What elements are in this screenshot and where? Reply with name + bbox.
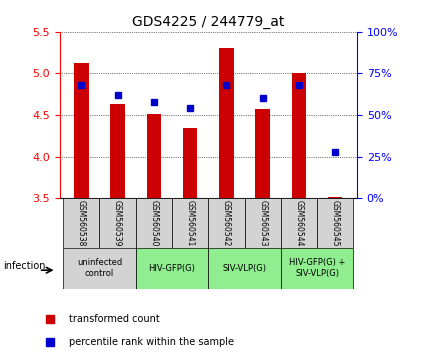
Text: GSM560544: GSM560544 [295,200,303,246]
FancyBboxPatch shape [63,248,136,289]
Bar [110,104,125,198]
FancyBboxPatch shape [281,198,317,248]
Text: GSM560542: GSM560542 [222,200,231,246]
Text: GSM560545: GSM560545 [331,200,340,246]
FancyBboxPatch shape [172,198,208,248]
Bar [147,114,161,198]
FancyBboxPatch shape [136,248,208,289]
FancyBboxPatch shape [244,198,281,248]
Text: GSM560539: GSM560539 [113,200,122,246]
FancyBboxPatch shape [136,198,172,248]
Bar [74,63,88,198]
Text: HIV-GFP(G): HIV-GFP(G) [148,264,196,273]
Text: uninfected
control: uninfected control [77,258,122,278]
Text: GSM560540: GSM560540 [149,200,159,246]
Bar [219,48,234,198]
Text: GSM560543: GSM560543 [258,200,267,246]
FancyBboxPatch shape [281,248,353,289]
Bar [328,196,343,198]
Text: GSM560541: GSM560541 [186,200,195,246]
FancyBboxPatch shape [317,198,353,248]
FancyBboxPatch shape [208,248,281,289]
FancyBboxPatch shape [208,198,244,248]
Text: SIV-VLP(G): SIV-VLP(G) [223,264,266,273]
Bar [255,109,270,198]
Bar [183,129,197,198]
Text: percentile rank within the sample: percentile rank within the sample [69,337,234,348]
Text: infection: infection [3,261,45,271]
Text: GSM560538: GSM560538 [77,200,86,246]
Text: HIV-GFP(G) +
SIV-VLP(G): HIV-GFP(G) + SIV-VLP(G) [289,258,345,278]
FancyBboxPatch shape [63,198,99,248]
Bar [292,74,306,198]
Title: GDS4225 / 244779_at: GDS4225 / 244779_at [132,16,284,29]
FancyBboxPatch shape [99,198,136,248]
Text: transformed count: transformed count [69,314,159,325]
